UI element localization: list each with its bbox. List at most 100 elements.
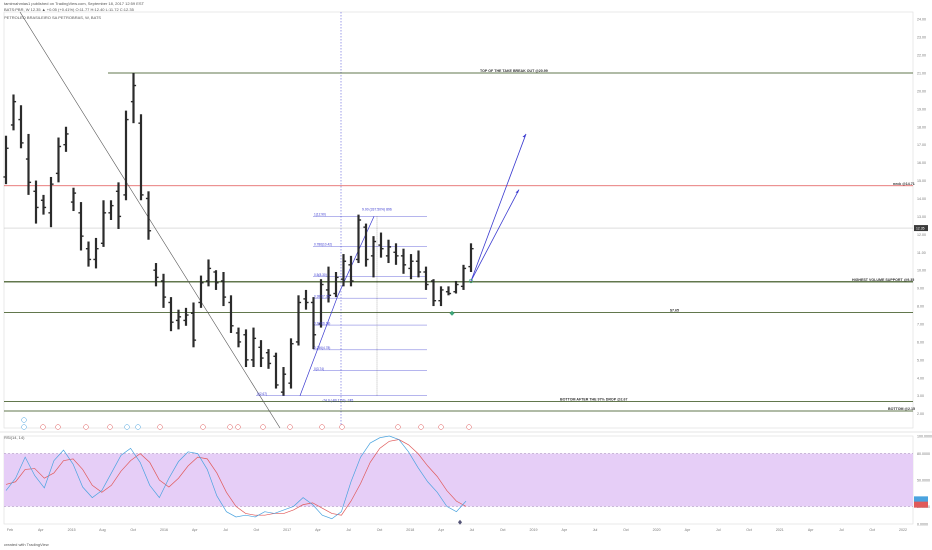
x-tick-label: Jul bbox=[470, 528, 475, 532]
fib-label: 0(3.74) bbox=[314, 367, 324, 371]
event-marker bbox=[319, 424, 325, 430]
y-tick-label: 10.00 bbox=[917, 269, 926, 273]
event-marker bbox=[418, 424, 424, 430]
event-marker bbox=[21, 424, 27, 430]
y-tick-label: 16.00 bbox=[917, 161, 926, 165]
y-tick-label: 19.00 bbox=[917, 107, 926, 111]
y-tick-label: 23.00 bbox=[917, 36, 926, 40]
y-tick-label: 13.00 bbox=[917, 215, 926, 219]
fib-range-top: 9.00 (337.50%) 896 bbox=[362, 207, 392, 211]
y-tick-label: 22.00 bbox=[917, 54, 926, 58]
y-tick-label: 18.00 bbox=[917, 125, 926, 129]
osc-d-tag bbox=[914, 501, 928, 508]
event-marker bbox=[339, 424, 345, 430]
x-tick-label: 2015 bbox=[68, 528, 76, 532]
x-tick-label: Apr bbox=[192, 528, 198, 532]
x-tick-label: Oct bbox=[623, 528, 629, 532]
x-tick-label: Apr bbox=[38, 528, 44, 532]
y-tick-label: 12.00 bbox=[917, 233, 926, 237]
y-tick-label: 14.00 bbox=[917, 197, 926, 201]
arrow-head bbox=[522, 133, 526, 138]
osc-tick-label: 80.0000 bbox=[917, 452, 930, 456]
y-tick-label: 11.00 bbox=[917, 251, 926, 255]
fib-label: 0.5(8.30) bbox=[314, 273, 327, 277]
arrow-head bbox=[515, 189, 519, 194]
fib-label: 0.236(6.18) bbox=[314, 321, 330, 325]
fib-label: 0.382(7.35) bbox=[314, 294, 330, 298]
x-tick-label: Oct bbox=[254, 528, 260, 532]
x-tick-label: 2020 bbox=[653, 528, 661, 532]
event-marker bbox=[227, 424, 233, 430]
y-tick-label: 20.00 bbox=[917, 89, 926, 93]
fib-label: 0(2.67) bbox=[257, 392, 267, 396]
x-tick-label: Apr bbox=[315, 528, 321, 532]
x-tick-label: Apr bbox=[438, 528, 444, 532]
y-tick-label: 24.00 bbox=[917, 18, 926, 22]
event-marker bbox=[40, 424, 46, 430]
event-marker bbox=[260, 424, 266, 430]
fib-label: 0.786(10.42) bbox=[314, 243, 332, 247]
price-bars bbox=[3, 72, 474, 396]
event-marker bbox=[55, 424, 61, 430]
footer-credit: created with TradingView bbox=[4, 542, 49, 547]
x-tick-label: Jul bbox=[223, 528, 228, 532]
osc-tick-label: 100.0000 bbox=[917, 435, 932, 439]
level-label: BOTTOM @2.15 bbox=[888, 407, 915, 411]
stoch-k-line bbox=[5, 435, 467, 520]
trendlines bbox=[19, 11, 527, 429]
y-tick-label: 3.00 bbox=[917, 394, 924, 398]
osc-tick-label: 50.0000 bbox=[917, 479, 930, 483]
x-tick-label: Feb bbox=[7, 528, 13, 532]
event-marker bbox=[157, 424, 163, 430]
downtrend-line bbox=[19, 11, 281, 429]
event-marker bbox=[107, 424, 113, 430]
event-marker bbox=[438, 424, 444, 430]
overbought-oversold-band bbox=[4, 453, 913, 507]
x-tick-label: Oct bbox=[500, 528, 506, 532]
x-tick-label: Apr bbox=[685, 528, 691, 532]
fib-label: 1(12.90) bbox=[314, 213, 326, 217]
x-tick-label: 2018 bbox=[406, 528, 414, 532]
y-tick-label: 17.00 bbox=[917, 143, 926, 147]
level-label: $7.65 bbox=[670, 308, 679, 312]
x-tick-label: 2016 bbox=[160, 528, 168, 532]
instrument-line: PETROLEO BRASILEIRO SA PETROBRAS, W, BAT… bbox=[4, 15, 102, 20]
x-tick-label: Oct bbox=[377, 528, 383, 532]
stoch-d-line bbox=[5, 439, 467, 516]
indicator-label: RSI(14, 14) bbox=[4, 435, 25, 440]
event-marker bbox=[466, 424, 472, 430]
x-tick-label: Oct bbox=[746, 528, 752, 532]
x-tick-label: Oct bbox=[869, 528, 875, 532]
osc-tick-label: 0.0000 bbox=[917, 523, 928, 527]
rally-line bbox=[299, 295, 339, 396]
y-tick-label: 15.00 bbox=[917, 179, 926, 183]
last-price-value: 12.35 bbox=[916, 227, 925, 231]
event-marker bbox=[135, 424, 141, 430]
fib-label: 0.236(4.78) bbox=[314, 346, 330, 350]
event-marker bbox=[287, 424, 293, 430]
oscillator-band bbox=[4, 453, 913, 507]
y-tick-label: 5.00 bbox=[917, 358, 924, 362]
last-price-tag bbox=[914, 225, 928, 232]
event-marker bbox=[395, 424, 401, 430]
fibonacci-retracement bbox=[256, 216, 427, 396]
event-marker bbox=[200, 424, 206, 430]
x-tick-label: 2022 bbox=[899, 528, 907, 532]
x-tick-label: 2019 bbox=[529, 528, 537, 532]
x-tick-label: Jul bbox=[716, 528, 721, 532]
y-tick-label: 8.00 bbox=[917, 305, 924, 309]
x-tick-label: Jul bbox=[346, 528, 351, 532]
support-marker bbox=[449, 310, 455, 316]
x-tick-label: Aug bbox=[99, 528, 105, 532]
publisher-line: tamirnahmias1 published on TradingView.c… bbox=[4, 1, 145, 6]
x-tick-label: 2021 bbox=[776, 528, 784, 532]
x-tick-label: 2017 bbox=[283, 528, 291, 532]
x-tick-label: Jul bbox=[839, 528, 844, 532]
y-tick-label: 2.00 bbox=[917, 412, 924, 416]
level-label: BOTTOM AFTER THE 97% DROP @2.67 bbox=[560, 398, 628, 402]
price-panel-frame bbox=[3, 11, 914, 429]
projection-arrow-high bbox=[470, 133, 527, 282]
oscillator-marker bbox=[458, 519, 462, 525]
projection-arrow-low bbox=[470, 189, 520, 282]
